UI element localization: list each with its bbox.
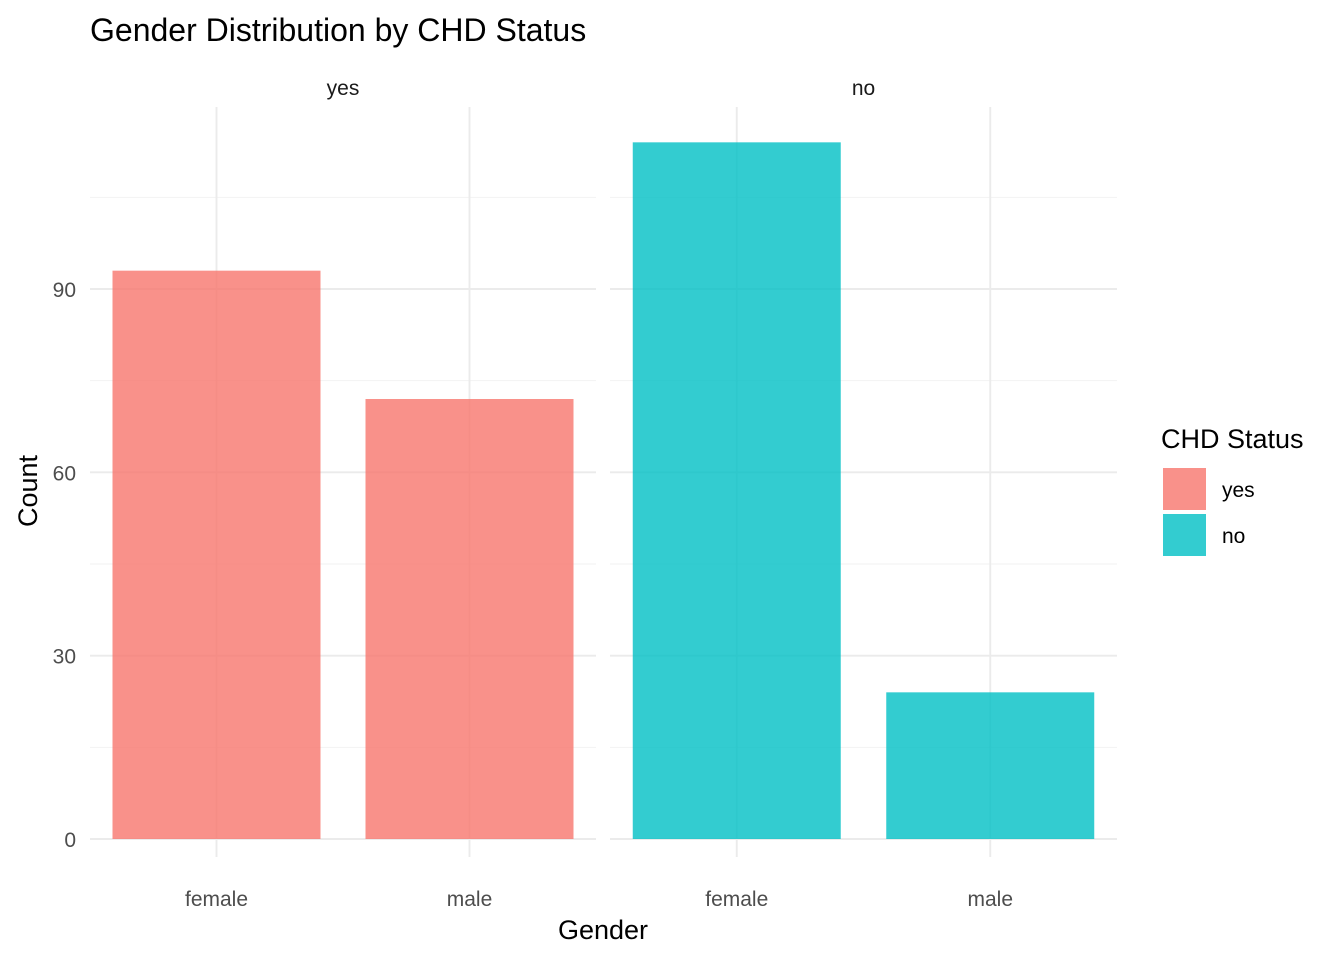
legend-key-yes xyxy=(1163,468,1206,510)
bar-no-female xyxy=(632,142,841,840)
x-tick-label: female xyxy=(705,888,768,911)
facet-panel-no: no female male xyxy=(610,77,1117,911)
legend-key-no xyxy=(1163,514,1206,556)
bar-no-male xyxy=(886,692,1095,839)
y-tick-label: 60 xyxy=(53,462,76,485)
bar-yes-male xyxy=(365,399,574,839)
facet-strip-label: no xyxy=(852,77,875,100)
x-tick-label: male xyxy=(967,888,1013,911)
y-tick-label: 0 xyxy=(64,829,76,852)
legend-title: CHD Status xyxy=(1161,424,1304,454)
x-axis-title: Gender xyxy=(558,915,648,945)
y-tick-label: 90 xyxy=(53,279,76,302)
y-tick-label: 30 xyxy=(53,646,76,669)
chart-panels: yes female male no female male xyxy=(90,77,1117,911)
legend-label-no: no xyxy=(1222,525,1245,548)
legend: CHD Status yes no xyxy=(1161,424,1304,556)
y-axis-title: Count xyxy=(13,454,43,527)
x-tick-label: male xyxy=(447,888,493,911)
legend-label-yes: yes xyxy=(1222,479,1255,502)
chart-title: Gender Distribution by CHD Status xyxy=(90,12,586,48)
y-axis-ticks: 0 30 60 90 xyxy=(53,279,76,852)
facet-strip-label: yes xyxy=(327,77,360,100)
x-tick-label: female xyxy=(185,888,248,911)
bar-yes-female xyxy=(112,270,321,840)
facet-panel-yes: yes female male xyxy=(90,77,596,911)
